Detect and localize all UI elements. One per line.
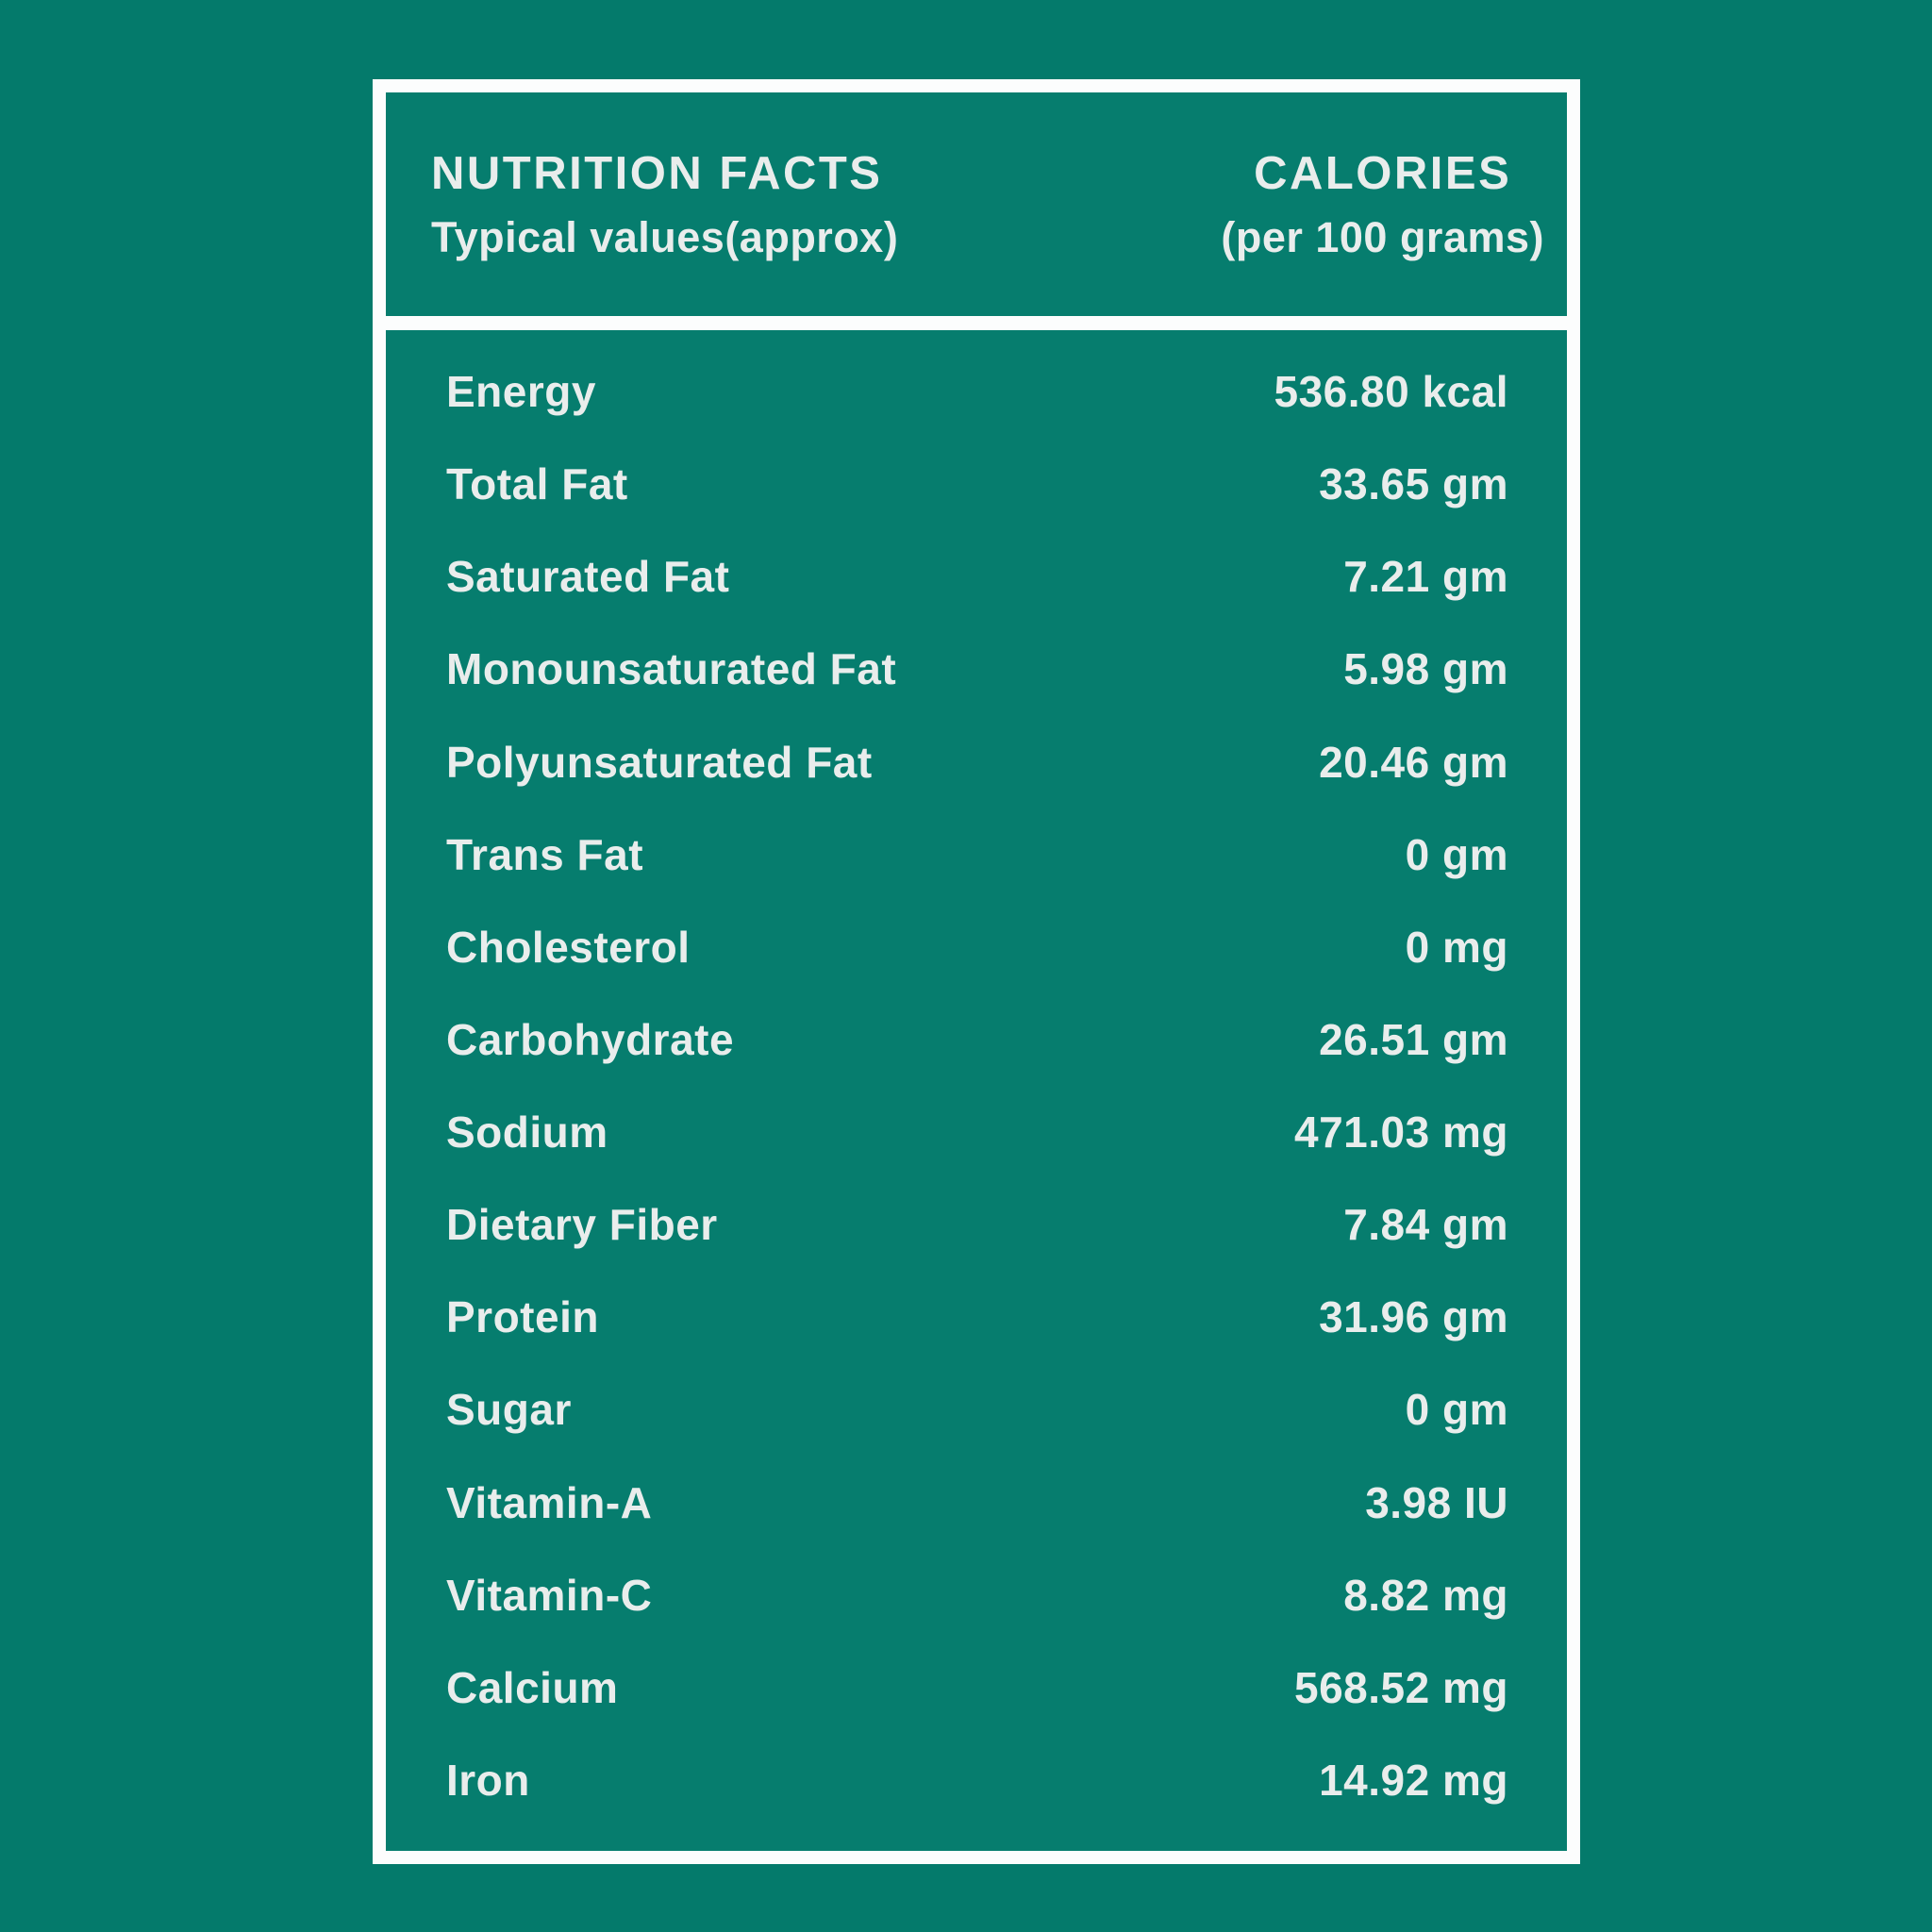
- row-value: 31.96 gm: [1319, 1292, 1508, 1342]
- row-label: Sodium: [446, 1108, 608, 1158]
- row-label: Sugar: [446, 1385, 572, 1435]
- table-row: Vitamin-A 3.98 IU: [446, 1477, 1508, 1528]
- row-label: Calcium: [446, 1662, 619, 1712]
- table-row: Vitamin-C 8.82 mg: [446, 1570, 1508, 1621]
- nutrition-panel: NUTRITION FACTS Typical values(approx) C…: [373, 79, 1580, 1864]
- row-value: 14.92 mg: [1319, 1755, 1508, 1805]
- row-value: 568.52 mg: [1294, 1662, 1508, 1712]
- header-right-column: CALORIES (per 100 grams): [1221, 147, 1544, 262]
- table-row: Protein 31.96 gm: [446, 1291, 1508, 1342]
- nutrition-table: Energy 536.80 kcal Total Fat 33.65 gm Sa…: [386, 330, 1567, 1851]
- calories-subtitle: (per 100 grams): [1221, 212, 1544, 261]
- row-label: Monounsaturated Fat: [446, 644, 897, 694]
- table-row: Monounsaturated Fat 5.98 gm: [446, 643, 1508, 694]
- nutrition-facts-title: NUTRITION FACTS: [431, 147, 883, 199]
- table-row: Calcium 568.52 mg: [446, 1662, 1508, 1713]
- row-value: 26.51 gm: [1319, 1014, 1508, 1064]
- table-row: Polyunsaturated Fat 20.46 gm: [446, 737, 1508, 788]
- row-label: Saturated Fat: [446, 552, 730, 602]
- row-value: 0 gm: [1405, 1385, 1508, 1435]
- calories-title: CALORIES: [1254, 147, 1512, 199]
- header-left-column: NUTRITION FACTS Typical values(approx): [431, 147, 898, 262]
- table-row: Trans Fat 0 gm: [446, 829, 1508, 880]
- table-row: Energy 536.80 kcal: [446, 366, 1508, 417]
- row-label: Protein: [446, 1292, 599, 1342]
- table-row: Sodium 471.03 mg: [446, 1107, 1508, 1158]
- row-label: Energy: [446, 367, 596, 417]
- typical-values-subtitle: Typical values(approx): [431, 212, 899, 261]
- row-label: Cholesterol: [446, 922, 691, 972]
- row-value: 20.46 gm: [1319, 737, 1508, 787]
- row-label: Vitamin-A: [446, 1477, 653, 1527]
- table-row: Cholesterol 0 mg: [446, 922, 1508, 973]
- row-label: Iron: [446, 1755, 530, 1805]
- row-value: 3.98 IU: [1365, 1477, 1508, 1527]
- row-label: Vitamin-C: [446, 1570, 653, 1620]
- table-row: Saturated Fat 7.21 gm: [446, 551, 1508, 602]
- row-label: Dietary Fiber: [446, 1200, 718, 1250]
- row-label: Carbohydrate: [446, 1014, 735, 1064]
- row-value: 0 mg: [1405, 922, 1508, 972]
- table-row: Total Fat 33.65 gm: [446, 458, 1508, 509]
- row-value: 536.80 kcal: [1274, 367, 1508, 417]
- row-value: 0 gm: [1405, 829, 1508, 879]
- row-value: 8.82 mg: [1343, 1570, 1508, 1620]
- row-value: 5.98 gm: [1343, 644, 1508, 694]
- table-row: Iron 14.92 mg: [446, 1755, 1508, 1806]
- row-value: 33.65 gm: [1319, 459, 1508, 509]
- table-row: Sugar 0 gm: [446, 1384, 1508, 1435]
- panel-header: NUTRITION FACTS Typical values(approx) C…: [386, 92, 1567, 316]
- table-row: Carbohydrate 26.51 gm: [446, 1014, 1508, 1065]
- row-value: 471.03 mg: [1294, 1108, 1508, 1158]
- row-label: Trans Fat: [446, 829, 644, 879]
- row-label: Total Fat: [446, 459, 628, 509]
- row-value: 7.21 gm: [1343, 552, 1508, 602]
- row-value: 7.84 gm: [1343, 1200, 1508, 1250]
- row-label: Polyunsaturated Fat: [446, 737, 873, 787]
- table-row: Dietary Fiber 7.84 gm: [446, 1199, 1508, 1250]
